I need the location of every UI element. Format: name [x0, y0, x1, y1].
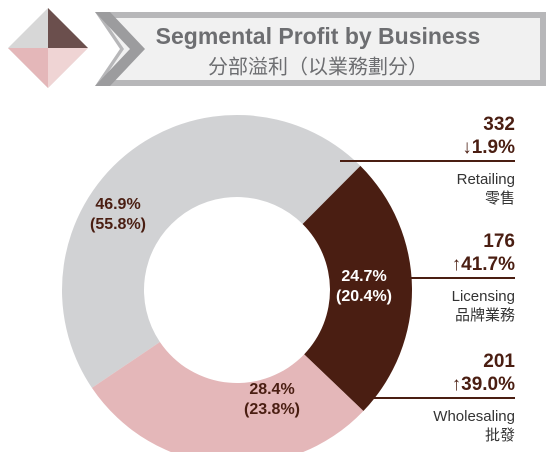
header-banner	[95, 12, 546, 86]
donut-segment	[91, 342, 364, 452]
category-label-zh: 零售	[485, 190, 515, 207]
donut-segment	[302, 165, 413, 412]
category-label: Retailing	[457, 171, 515, 188]
category-label: Wholesaling	[433, 408, 515, 425]
prior-share-label: (55.8%)	[90, 216, 146, 233]
donut-segment	[62, 114, 361, 388]
share-label: 46.9%	[95, 196, 140, 213]
prior-share-label: (20.4%)	[336, 288, 392, 305]
prior-share-label: (23.8%)	[244, 401, 300, 418]
change-label: ↓1.9%	[462, 137, 515, 158]
share-label: 28.4%	[249, 381, 294, 398]
share-label: 24.7%	[341, 268, 386, 285]
chart-title: Segmental Profit by Business	[156, 23, 481, 49]
change-label: ↑39.0%	[452, 374, 515, 395]
profit-value: 332	[483, 114, 515, 135]
header-icon	[8, 8, 88, 88]
change-label: ↑41.7%	[452, 254, 515, 275]
category-label-zh: 品牌業務	[455, 307, 515, 324]
category-label: Licensing	[452, 288, 515, 305]
chart-subtitle: 分部溢利（以業務劃分）	[208, 55, 428, 78]
profit-value: 176	[483, 231, 515, 252]
profit-value: 201	[483, 351, 515, 372]
category-label-zh: 批發	[485, 427, 515, 444]
